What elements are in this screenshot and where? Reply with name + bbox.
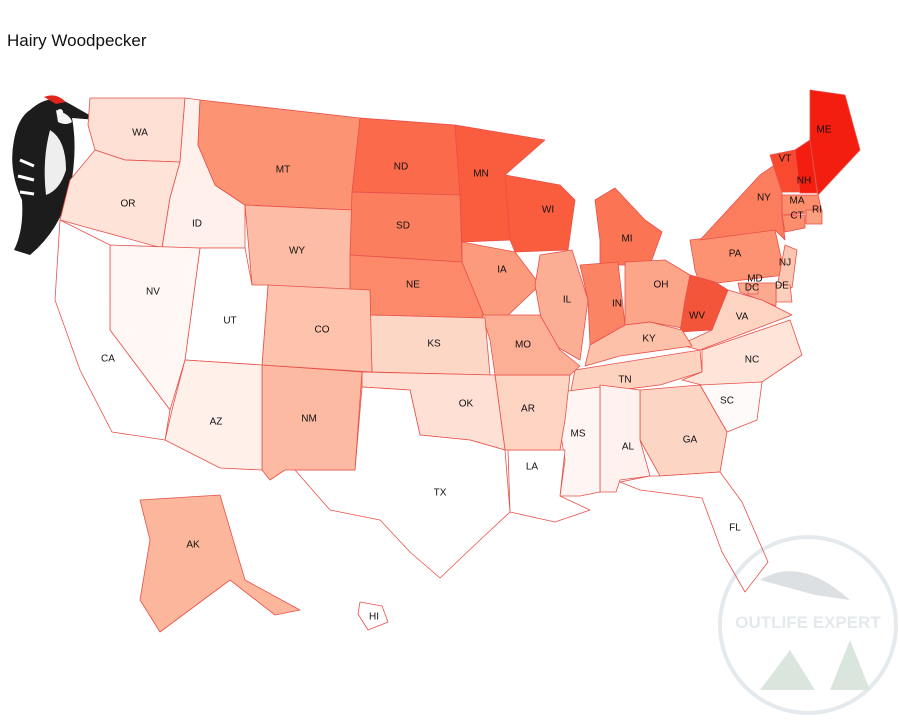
state-label: IN [612, 299, 622, 310]
state-shape [794, 139, 818, 194]
state-shape [584, 321, 693, 367]
state-label: OH [654, 280, 669, 291]
state-label: KS [427, 339, 441, 350]
state-shape [594, 187, 663, 266]
state-label: NY [757, 193, 771, 204]
state-label: NC [745, 355, 759, 366]
state-label: GA [683, 435, 698, 446]
state-label: WY [289, 246, 305, 257]
state-label: WV [689, 311, 705, 322]
state-shape [294, 386, 511, 579]
state-label: AL [622, 442, 635, 453]
state-label: UT [223, 316, 236, 327]
state-label: IA [497, 265, 507, 276]
state-label: WI [542, 205, 554, 216]
state-label: ID [192, 219, 202, 230]
state-label: MD [747, 274, 763, 285]
state-shape [54, 219, 171, 441]
state-shape [599, 384, 651, 493]
map-title: Hairy Woodpecker [7, 31, 147, 50]
state-label: KY [642, 334, 656, 345]
bird-icon [12, 95, 99, 255]
state-label: RI [812, 205, 822, 216]
state-label: OK [459, 399, 474, 410]
state-shape [747, 285, 759, 295]
state-label: VA [736, 312, 749, 323]
state-label: ME [817, 125, 832, 136]
states-layer: WA OR ID MT WY ND SD NE MN WI IA IL MI IN OH PA NY VT NH ME… [54, 89, 861, 633]
state-label: NE [406, 280, 420, 291]
state-label: AK [186, 540, 200, 551]
state-shape [351, 117, 461, 196]
state-label: WA [132, 128, 148, 139]
state-label: AZ [210, 417, 223, 428]
state-label: MT [276, 165, 290, 176]
state-shape [777, 244, 798, 289]
state-label: NH [797, 176, 811, 187]
state-label: SC [720, 396, 734, 407]
state-label: LA [526, 462, 539, 473]
state-label: DC [745, 283, 759, 294]
state-label: AR [521, 404, 535, 415]
state-shape [164, 359, 263, 471]
state-label: HI [369, 612, 379, 623]
state-label: PA [729, 249, 742, 260]
state-label: NJ [779, 258, 791, 269]
state-label: IL [563, 295, 572, 306]
state-shape [619, 471, 769, 593]
state-label: OR [121, 199, 136, 210]
state-label: ND [394, 162, 408, 173]
watermark: OUTLIFE EXPERT [718, 535, 898, 715]
state-label: MA [790, 196, 805, 207]
state-label: MN [473, 169, 489, 180]
state-shape [805, 209, 823, 225]
state-shape [781, 214, 806, 233]
state-label: FL [729, 523, 741, 534]
state-shape [139, 494, 301, 633]
state-label: TX [434, 488, 447, 499]
state-shape [481, 314, 581, 376]
state-label: VT [779, 154, 792, 165]
state-shape [809, 89, 861, 196]
state-label: MS [571, 429, 586, 440]
state-shape [357, 601, 389, 631]
state-label: TN [618, 375, 631, 386]
state-label: DE [775, 281, 789, 292]
state-label: CA [101, 354, 115, 365]
state-label: NV [146, 287, 160, 298]
state-shape [699, 159, 786, 241]
state-label: MO [515, 340, 531, 351]
state-label: SD [396, 221, 410, 232]
state-label: MI [621, 234, 632, 245]
state-label: NM [301, 414, 317, 425]
state-shape [624, 259, 691, 329]
watermark-text: OUTLIFE EXPERT [735, 613, 881, 632]
state-shape [504, 174, 576, 253]
state-label: CT [790, 211, 803, 222]
state-label: CO [315, 325, 330, 336]
